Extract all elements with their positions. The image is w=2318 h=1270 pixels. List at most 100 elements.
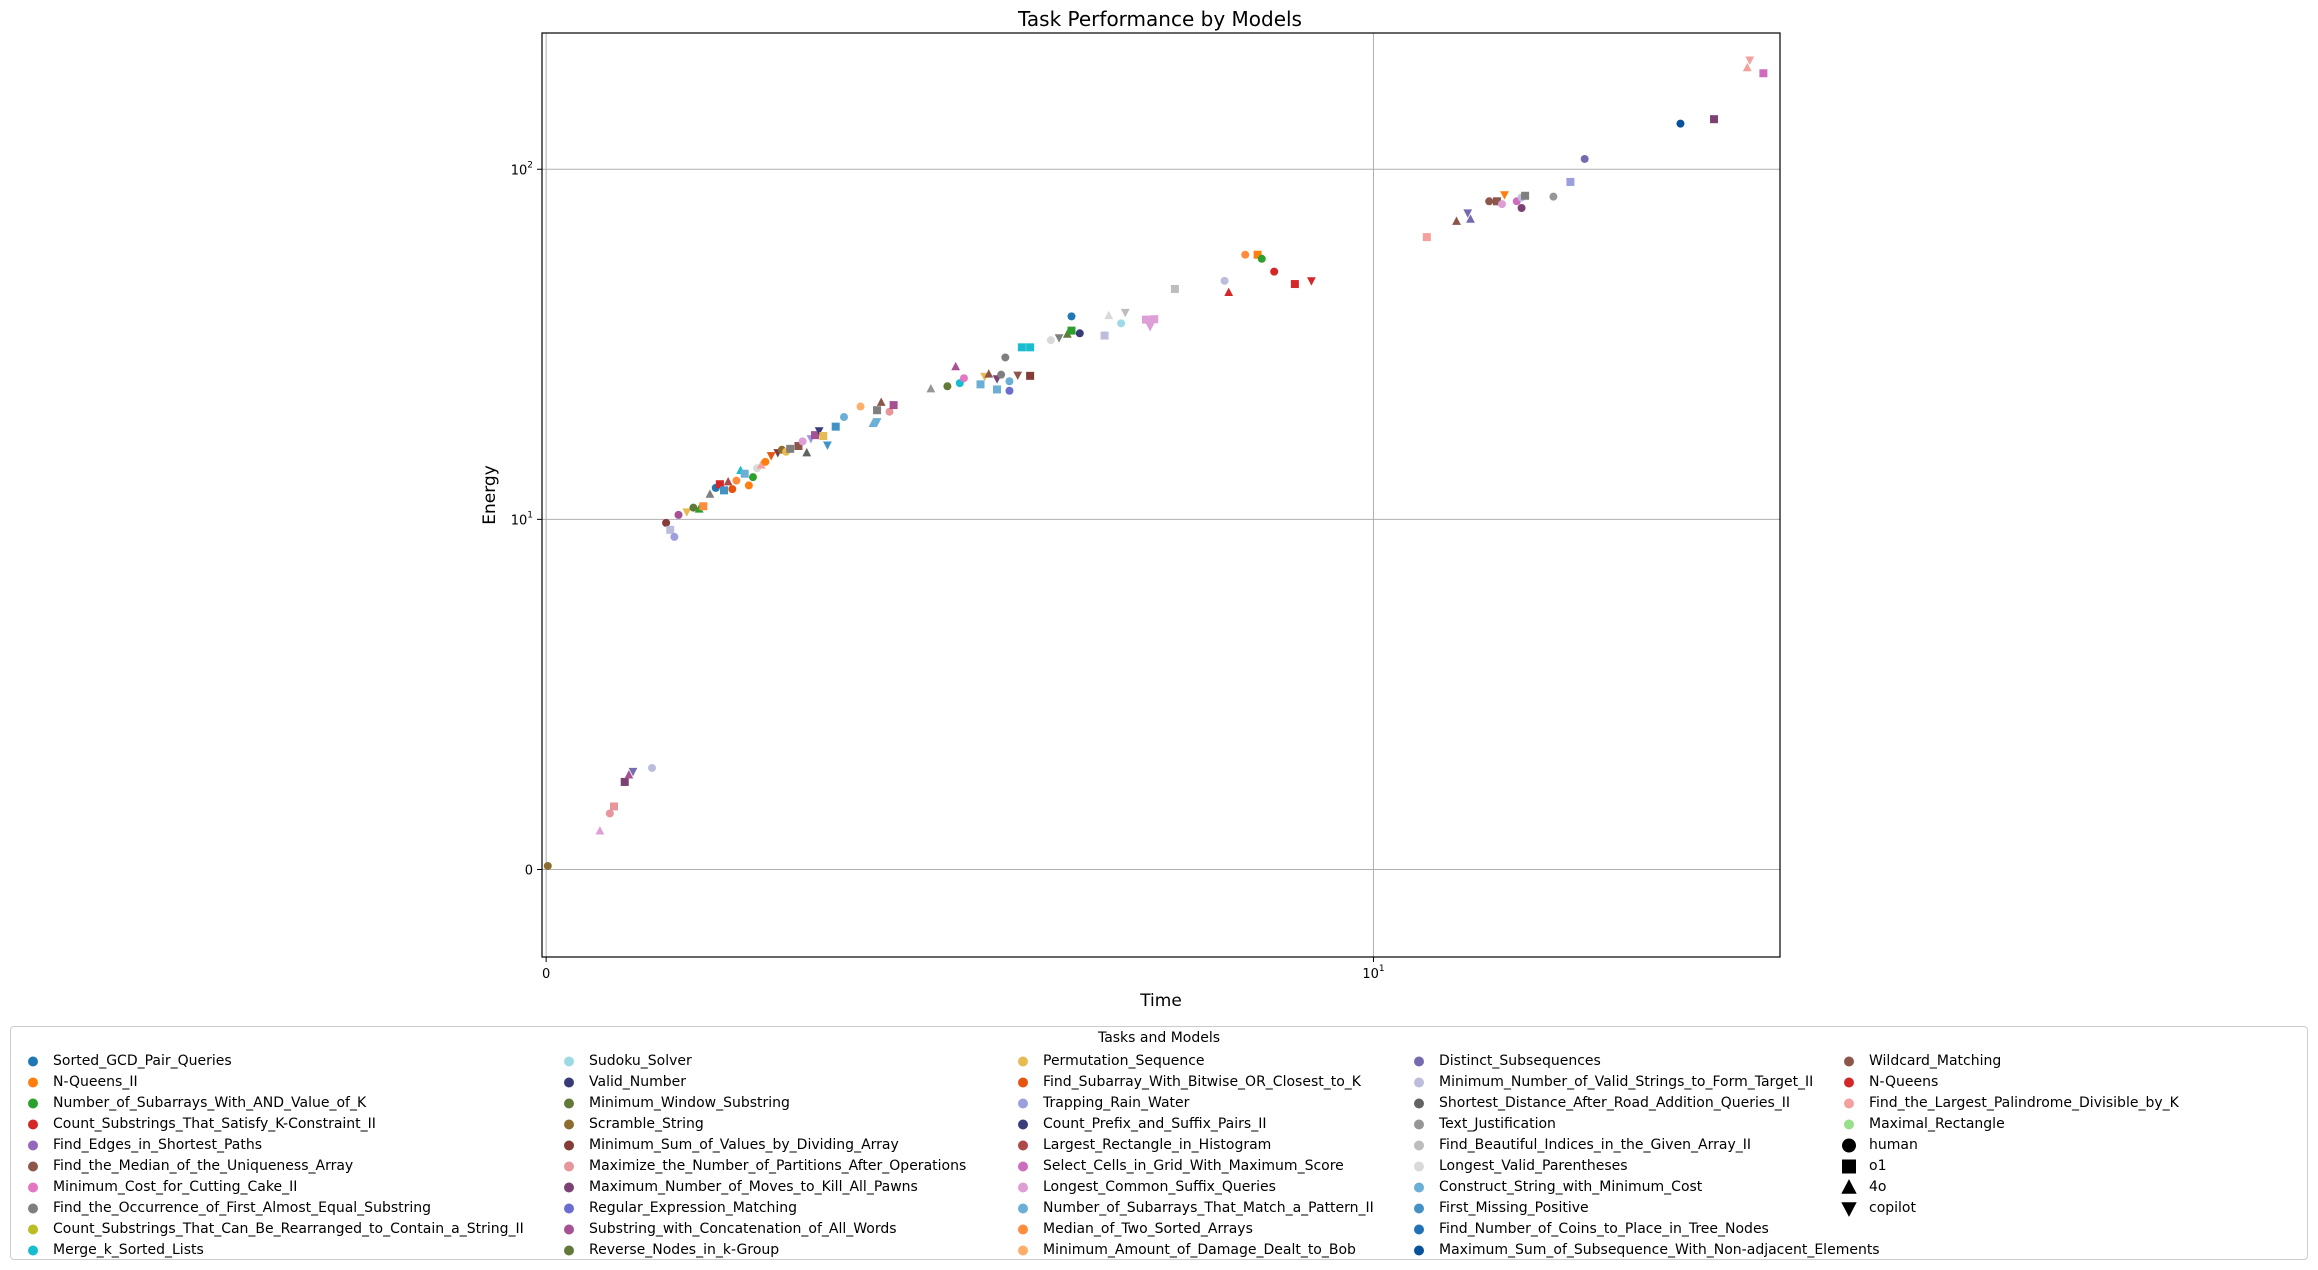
legend-marker (564, 1182, 574, 1193)
legend-label: Maximal_Rectangle (1869, 1116, 2005, 1132)
data-point (794, 442, 803, 451)
legend-marker (1842, 1138, 1856, 1153)
legend-marker (1018, 1056, 1028, 1067)
legend-marker (28, 1119, 38, 1130)
legend-title: Tasks and Models (1097, 1030, 1221, 1046)
legend-marker (564, 1224, 574, 1235)
data-point (1257, 254, 1266, 263)
data-point (1241, 250, 1250, 259)
legend-marker (28, 1245, 38, 1256)
legend-marker-shape (1842, 1159, 1856, 1174)
legend-label: Largest_Rectangle_in_Histogram (1043, 1137, 1272, 1153)
data-point (873, 406, 882, 415)
legend-marker (564, 1077, 574, 1088)
data-point (1452, 216, 1461, 225)
data-point (868, 418, 878, 427)
legend-marker-shape (1414, 1161, 1424, 1172)
data-point (723, 477, 733, 486)
data-point (856, 402, 865, 411)
legend-label: Find_the_Largest_Palindrome_Divisible_by… (1869, 1095, 2179, 1111)
legend-marker-shape (1018, 1077, 1028, 1088)
legend-label: Find_Beautiful_Indices_in_the_Given_Arra… (1439, 1137, 1752, 1153)
data-point (1566, 177, 1575, 186)
legend-marker (564, 1245, 574, 1256)
data-point (699, 502, 708, 511)
legend-marker (1018, 1098, 1028, 1109)
legend-marker-shape (564, 1224, 574, 1235)
data-point (543, 861, 552, 870)
x-axis-label: Time (1139, 991, 1182, 1011)
legend-marker-shape (564, 1161, 574, 1172)
legend-marker-shape (28, 1161, 38, 1172)
legend-label: First_Missing_Positive (1439, 1200, 1589, 1216)
legend-label: Reverse_Nodes_in_k-Group (589, 1242, 780, 1258)
data-point (662, 518, 671, 527)
data-point (1290, 280, 1299, 289)
data-point (605, 809, 614, 818)
legend-marker-shape (1018, 1245, 1028, 1256)
data-point (798, 437, 807, 446)
legend-marker (28, 1077, 38, 1088)
legend-label: N-Queens_II (53, 1074, 138, 1090)
data-point (1492, 197, 1501, 206)
legend-marker-shape (564, 1119, 574, 1130)
data-point (628, 767, 638, 777)
data-point (1742, 62, 1752, 72)
data-point (1466, 214, 1475, 223)
legend-marker-shape (1844, 1119, 1854, 1130)
data-point (839, 413, 848, 422)
legend-marker-shape (1414, 1203, 1424, 1214)
data-points (543, 56, 1768, 870)
legend-marker (1414, 1224, 1424, 1235)
legend-marker (1844, 1056, 1854, 1067)
legend-marker (28, 1203, 38, 1214)
legend-label: human (1869, 1137, 1918, 1153)
legend-marker (1414, 1056, 1424, 1067)
data-point (1100, 331, 1109, 340)
legend-marker-shape (1018, 1140, 1028, 1151)
legend-marker (564, 1056, 574, 1067)
legend-marker-shape (1018, 1098, 1028, 1109)
legend-label: Scramble_String (589, 1116, 704, 1132)
legend-marker (1842, 1159, 1856, 1174)
legend-marker-shape (28, 1098, 38, 1109)
legend-marker-shape (28, 1203, 38, 1214)
legend-marker (1844, 1119, 1854, 1130)
data-point (1117, 319, 1126, 328)
legend-marker-shape (564, 1098, 574, 1109)
legend-marker (1414, 1245, 1424, 1256)
legend-label: copilot (1869, 1200, 1916, 1216)
data-point (889, 401, 898, 410)
legend-marker (564, 1098, 574, 1109)
data-point (814, 427, 824, 436)
legend-marker-shape (1018, 1119, 1028, 1130)
data-point (1001, 353, 1010, 362)
legend-marker (1844, 1077, 1854, 1088)
data-point (1067, 312, 1076, 321)
data-point (876, 397, 886, 406)
data-point (1224, 287, 1234, 296)
data-point (926, 384, 936, 393)
data-point (1170, 284, 1179, 293)
legend-label: Longest_Common_Suffix_Queries (1043, 1179, 1276, 1195)
legend-marker (1018, 1245, 1028, 1256)
legend-label: Distinct_Subsequences (1439, 1053, 1601, 1069)
legend-marker (1018, 1224, 1028, 1235)
y-tick-label: 102 (511, 160, 533, 178)
data-point (1075, 329, 1084, 338)
data-point (811, 431, 820, 440)
legend-label: N-Queens (1869, 1074, 1939, 1090)
legend-marker (1414, 1203, 1424, 1214)
data-point (756, 460, 766, 469)
legend-label: Shortest_Distance_After_Road_Addition_Qu… (1439, 1095, 1791, 1111)
data-point (620, 777, 629, 786)
legend-marker-shape (28, 1077, 38, 1088)
legend-label: Minimum_Cost_for_Cutting_Cake_II (53, 1179, 298, 1195)
data-point (728, 485, 737, 494)
data-point (1150, 315, 1159, 324)
legend-marker-shape (1018, 1056, 1028, 1067)
legend-marker (1414, 1098, 1424, 1109)
data-point (761, 457, 770, 466)
data-point (666, 525, 675, 534)
legend-label: Construct_String_with_Minimum_Cost (1439, 1179, 1703, 1195)
